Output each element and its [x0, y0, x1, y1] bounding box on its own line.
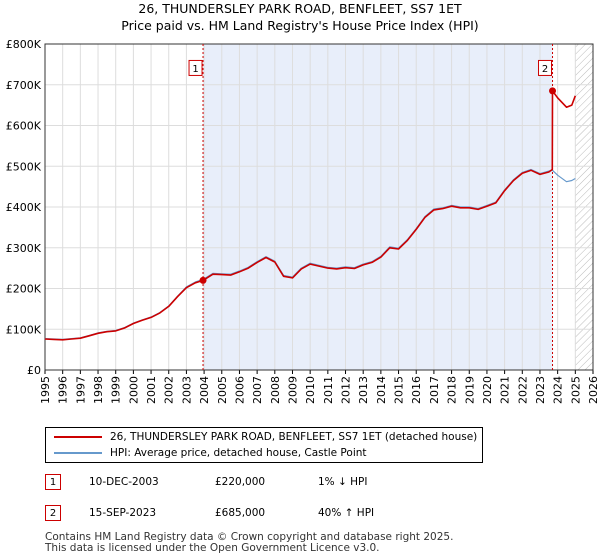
- x-tick-label: 2009: [286, 376, 299, 404]
- transaction-hpi-diff: 1% ↓ HPI: [318, 476, 368, 488]
- footer-note: Contains HM Land Registry data © Crown c…: [45, 532, 453, 554]
- y-tick-label: £600K: [6, 120, 42, 133]
- x-tick-label: 1997: [74, 376, 87, 404]
- price-paid-line: [44, 90, 577, 341]
- transaction-price: £220,000: [215, 476, 266, 488]
- transaction-label-box: [188, 59, 203, 76]
- footer-line-2: This data is licensed under the Open Gov…: [45, 542, 380, 554]
- y-tick-label: £800K: [6, 38, 42, 51]
- x-tick-label: 2000: [127, 376, 140, 404]
- legend-item-hpi: HPI: Average price, detached house, Cast…: [46, 445, 367, 461]
- x-tick-label: 2023: [534, 376, 547, 404]
- y-tick-label: £700K: [6, 79, 42, 92]
- x-tick-label: 2011: [322, 376, 335, 404]
- transaction-number-badge: 1: [45, 474, 61, 490]
- x-tick-label: 2017: [428, 376, 441, 404]
- x-tick-label: 2010: [304, 376, 317, 404]
- x-tick-label: 1999: [110, 376, 123, 404]
- x-tick-label: 2016: [410, 376, 423, 404]
- chart-title: 26, THUNDERSLEY PARK ROAD, BENFLEET, SS7…: [138, 1, 462, 16]
- transaction-point: [199, 276, 207, 284]
- x-tick-label: 2002: [163, 376, 176, 404]
- legend-item-price: 26, THUNDERSLEY PARK ROAD, BENFLEET, SS7…: [46, 429, 477, 445]
- x-tick-label: 2001: [145, 376, 158, 404]
- legend-swatch-price: [54, 436, 102, 438]
- x-tick-label: 2015: [393, 376, 406, 404]
- legend-label-price: 26, THUNDERSLEY PARK ROAD, BENFLEET, SS7…: [110, 431, 478, 443]
- y-tick-label: £300K: [6, 242, 42, 255]
- x-tick-label: 2018: [446, 376, 459, 404]
- transaction-date: 15-SEP-2023: [89, 507, 157, 519]
- x-tick-label: 2025: [569, 376, 582, 404]
- footer-line-1: Contains HM Land Registry data © Crown c…: [45, 531, 454, 543]
- y-tick-label: £100K: [6, 323, 42, 336]
- x-tick-label: 2005: [216, 376, 229, 404]
- x-tick-label: 2014: [375, 376, 388, 404]
- transaction-label-number: 2: [542, 64, 548, 75]
- y-tick-label: £0: [27, 364, 41, 377]
- transaction-price: £685,000: [215, 507, 266, 519]
- transaction-label-number: 1: [192, 64, 198, 75]
- plot-border: [44, 43, 594, 371]
- x-tick-label: 2020: [481, 376, 494, 404]
- x-tick-label: 2026: [587, 376, 600, 404]
- x-tick-label: 2019: [463, 376, 476, 404]
- x-tick-label: 1995: [39, 376, 52, 404]
- x-tick-label: 1998: [92, 376, 105, 404]
- x-tick-label: 2013: [357, 376, 370, 404]
- x-tick-label: 2008: [269, 376, 282, 404]
- x-tick-label: 2003: [180, 376, 193, 404]
- y-tick-label: £400K: [6, 201, 42, 214]
- transaction-hpi-diff: 40% ↑ HPI: [318, 507, 375, 519]
- x-tick-label: 2021: [499, 376, 512, 404]
- x-tick-label: 1996: [57, 376, 70, 404]
- transaction-row: 2 15-SEP-2023 £685,000 40% ↑ HPI: [45, 503, 374, 523]
- x-tick-label: 2022: [516, 376, 529, 404]
- transaction-point: [549, 87, 557, 95]
- transaction-number-badge: 2: [45, 505, 61, 521]
- legend-swatch-hpi: [54, 452, 102, 454]
- transaction-date: 10-DEC-2003: [89, 476, 159, 488]
- x-tick-label: 2006: [233, 376, 246, 404]
- transaction-row: 1 10-DEC-2003 £220,000 1% ↓ HPI: [45, 472, 367, 492]
- chart-subtitle: Price paid vs. HM Land Registry's House …: [121, 18, 479, 33]
- legend: 26, THUNDERSLEY PARK ROAD, BENFLEET, SS7…: [45, 427, 483, 463]
- y-tick-label: £500K: [6, 160, 42, 173]
- y-tick-label: £200K: [6, 283, 42, 296]
- x-tick-label: 2012: [340, 376, 353, 404]
- legend-label-hpi: HPI: Average price, detached house, Cast…: [110, 447, 367, 459]
- x-tick-label: 2024: [552, 376, 565, 404]
- x-tick-label: 2007: [251, 376, 264, 404]
- price-chart: £0 £100K £200K £300K £400K £500K £600K £700K £80…: [6, 38, 600, 404]
- x-tick-label: 2004: [198, 376, 211, 404]
- transaction-label-box: [538, 59, 553, 76]
